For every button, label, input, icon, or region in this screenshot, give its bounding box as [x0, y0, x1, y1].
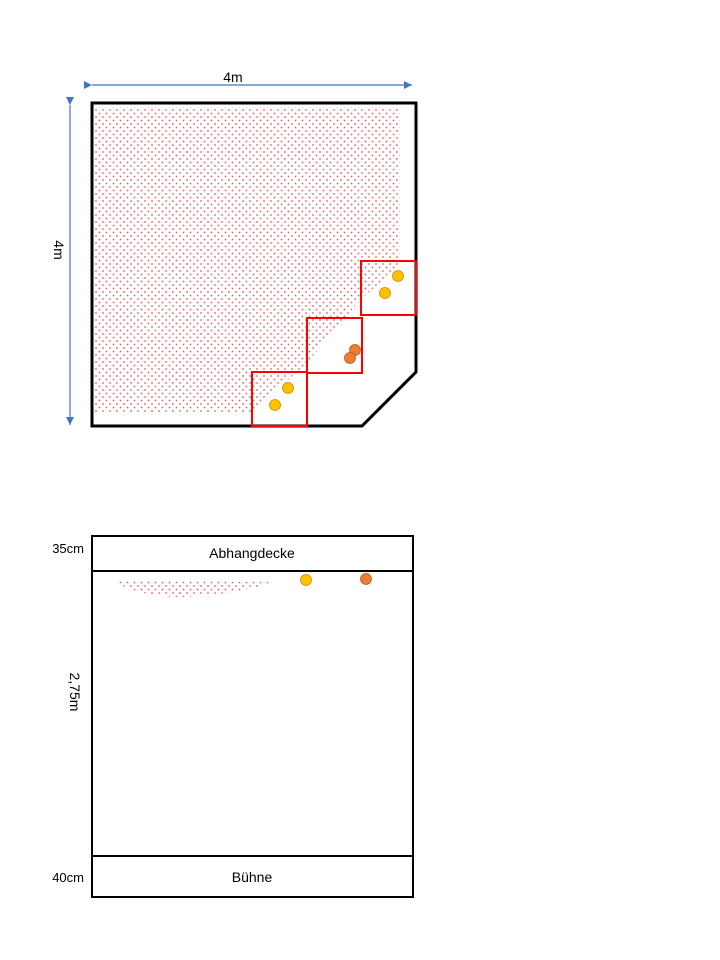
height-label: 4m — [51, 240, 67, 259]
light-yellow — [379, 287, 391, 299]
coverage-area — [95, 107, 400, 413]
ceiling-height-label: 35cm — [52, 541, 84, 556]
sensor-box — [306, 317, 363, 374]
light-orange — [360, 573, 372, 585]
width-label: 4m — [223, 69, 242, 85]
stage-box — [91, 855, 414, 898]
plan-view: 4m 4m — [51, 69, 418, 428]
sensor-box — [251, 371, 308, 427]
sensor-box — [360, 260, 417, 316]
stage-label: Bühne — [232, 869, 273, 885]
room-height-label: 2,75m — [67, 673, 83, 712]
light-yellow — [282, 382, 294, 394]
light-orange — [344, 352, 356, 364]
light-yellow — [300, 574, 312, 586]
ceiling-label: Abhangdecke — [209, 545, 295, 561]
room-outline — [90, 101, 418, 428]
ceiling-box — [91, 535, 414, 572]
section-view: Abhangdecke 35cm 2,75m Bühne 40cm — [52, 535, 414, 898]
light-yellow — [392, 270, 404, 282]
light-coverage — [115, 581, 275, 597]
light-yellow — [269, 399, 281, 411]
stage-height-label: 40cm — [52, 870, 84, 885]
